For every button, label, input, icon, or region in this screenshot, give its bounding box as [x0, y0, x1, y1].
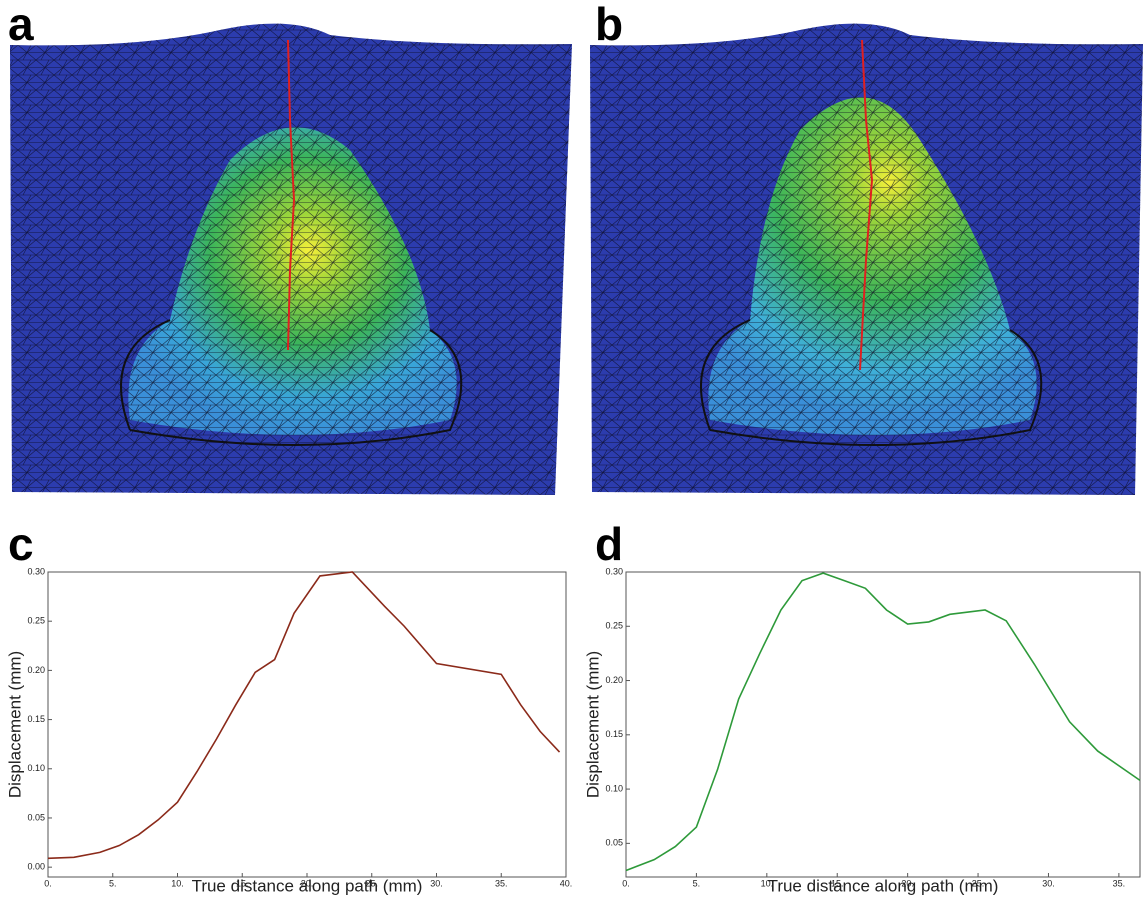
y-tick-label: 0.20 — [605, 675, 623, 685]
x-tick-label: 30. — [430, 878, 443, 888]
y-tick-label: 0.30 — [605, 566, 623, 576]
y-tick-label: 0.05 — [27, 812, 45, 822]
y-axis-label: Displacement (mm) — [583, 651, 602, 798]
data-line — [47, 571, 561, 860]
x-tick-label: 5. — [109, 878, 117, 888]
y-tick-label: 0.20 — [27, 665, 45, 675]
mesh-image-a — [10, 23, 572, 495]
mesh-image-b — [590, 23, 1143, 495]
x-tick-label: 20. — [301, 878, 314, 888]
data-line — [625, 572, 1141, 872]
y-tick-label: 0.00 — [27, 862, 45, 872]
y-tick-label: 0.30 — [27, 566, 45, 576]
x-tick-label: 10. — [171, 878, 184, 888]
y-axis-label: Displacement (mm) — [5, 651, 24, 798]
plot-frame — [625, 571, 1141, 878]
y-tick-label: 0.10 — [605, 783, 623, 793]
panel-label: b — [595, 0, 623, 50]
x-tick-label: 15. — [831, 878, 844, 888]
x-tick-label: 0. — [622, 878, 630, 888]
x-tick-label: 25. — [365, 878, 378, 888]
x-tick-label: 20. — [901, 878, 914, 888]
x-tick-label: 15. — [236, 878, 249, 888]
x-axis-label: True distance along path (mm) — [192, 876, 423, 895]
panel-label: a — [8, 0, 34, 50]
panel-label: c — [8, 518, 34, 570]
x-tick-label: 40. — [560, 878, 573, 888]
plot-frame — [47, 571, 567, 878]
y-tick-label: 0.05 — [605, 838, 623, 848]
x-tick-label: 35. — [495, 878, 508, 888]
y-tick-label: 0.25 — [605, 621, 623, 631]
y-tick-label: 0.25 — [27, 616, 45, 626]
x-axis-label: True distance along path (mm) — [768, 876, 999, 895]
x-tick-label: 0. — [44, 878, 52, 888]
y-tick-label: 0.15 — [27, 714, 45, 724]
x-tick-label: 10. — [761, 878, 774, 888]
x-tick-label: 30. — [1042, 878, 1055, 888]
x-tick-label: 5. — [693, 878, 701, 888]
panel-label: d — [595, 518, 623, 570]
y-tick-label: 0.10 — [27, 763, 45, 773]
x-tick-label: 35. — [1113, 878, 1126, 888]
x-tick-label: 25. — [972, 878, 985, 888]
y-tick-label: 0.15 — [605, 729, 623, 739]
